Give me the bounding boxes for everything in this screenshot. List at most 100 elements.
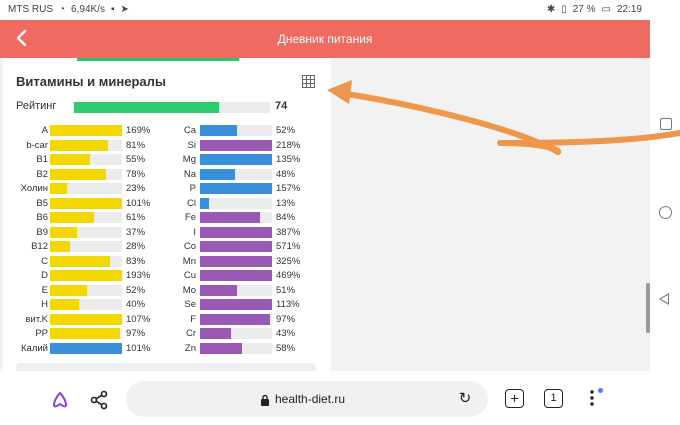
nutrient-bar-fill (200, 197, 210, 209)
nutrient-percent: 97% (276, 313, 296, 325)
address-bar[interactable]: health-diet.ru ↻ (126, 381, 488, 417)
vibrate-icon: ▯ (561, 3, 567, 15)
nutrient-percent: 101% (126, 197, 151, 209)
nutrient-percent: 193% (126, 270, 151, 281)
page-title: Дневник питания (277, 32, 373, 46)
nutrient-percent: 43% (276, 328, 296, 339)
nutrient-name: B12 (31, 241, 48, 252)
menu-icon[interactable] (587, 388, 597, 408)
nutrient-name: P (189, 183, 196, 194)
nutrient-bar (50, 299, 122, 310)
nutrient-name: Mn (182, 255, 196, 267)
new-tab-button[interactable]: + (505, 389, 524, 408)
nutrient-bar-fill (50, 270, 122, 281)
nutrient-bar-fill (50, 241, 71, 252)
nutrient-percent: 469% (276, 270, 301, 281)
nutrient-percent: 52% (126, 284, 146, 296)
nutrient-bar (200, 125, 272, 136)
nutrient-bar (50, 226, 122, 238)
nutrient-bar-fill (50, 226, 77, 238)
nutrient-bar (200, 270, 272, 281)
nutrient-bar-fill (200, 125, 238, 136)
back-arrow-icon[interactable] (10, 26, 32, 50)
nutrient-bar (50, 342, 122, 354)
page-content[interactable]: Витамины и минералы Рейтинг 74 A 169% b-ca… (0, 58, 650, 371)
lock-icon (260, 393, 270, 406)
share-icon[interactable] (89, 390, 109, 410)
rating-bar-fill (74, 102, 220, 113)
browser-toolbar: health-diet.ru ↻ + 1 (0, 371, 650, 425)
nutrient-name: Fe (184, 212, 196, 223)
nutrient-name: C (41, 255, 48, 267)
nutrient-name: I (193, 226, 196, 238)
recents-icon[interactable] (660, 118, 672, 130)
nutrient-bar (50, 212, 122, 223)
nutrient-bar-fill (200, 270, 272, 281)
nutrient-name: Mg (182, 154, 196, 165)
nutrient-bar-fill (50, 313, 122, 325)
nutrient-bar-fill (200, 154, 272, 165)
nutrient-bar (50, 241, 122, 252)
nutrient-percent: 58% (276, 342, 296, 354)
nutrient-percent: 13% (276, 197, 296, 209)
nutrient-percent: 107% (126, 313, 151, 325)
sim-icon: ▪ (110, 3, 115, 15)
battery-icon: ▭ (601, 3, 611, 15)
system-nav-bar (650, 0, 680, 425)
rating-bar (74, 102, 270, 113)
nutrient-name: H (41, 299, 48, 310)
clock: 22:19 (616, 4, 642, 15)
nutrient-percent: 51% (276, 284, 296, 296)
nutrient-percent: 84% (276, 212, 296, 223)
nutrient-bar-fill (50, 299, 79, 310)
page-scrollbar[interactable] (646, 283, 650, 333)
nutrient-bar-fill (50, 328, 120, 339)
nutrient-percent: 169% (126, 125, 151, 136)
nutrient-bar-fill (50, 342, 122, 354)
nutrient-percent: 113% (276, 299, 300, 310)
nutrient-name: Na (183, 168, 196, 180)
nutrient-bar-fill (200, 284, 237, 296)
nutrient-bar (200, 183, 272, 194)
nutrient-percent: 387% (276, 226, 301, 238)
nutrient-name: B6 (36, 212, 48, 223)
nutrient-bar (200, 299, 272, 310)
nutrient-bar (50, 197, 122, 209)
nutrient-bar-fill (200, 241, 272, 252)
nutrient-bar-fill (50, 284, 88, 296)
nutrient-percent: 78% (126, 168, 146, 180)
alice-assistant-icon[interactable] (51, 391, 69, 409)
rating-label: Рейтинг (16, 100, 57, 112)
nutrient-bar (50, 183, 122, 194)
nutrient-percent: 218% (276, 139, 301, 151)
nutrient-bar (50, 255, 122, 267)
nutrient-name: Ca (183, 125, 196, 136)
nutrient-percent: 40% (126, 299, 146, 310)
battery-percent: 27 % (572, 4, 596, 15)
nutrient-bar-fill (50, 125, 122, 136)
nutrient-percent: 325% (276, 255, 301, 267)
nutrient-bar (200, 241, 272, 252)
nutrient-name: A (41, 125, 48, 136)
nutrient-bar-fill (200, 299, 272, 310)
nutrient-name: Se (184, 299, 196, 310)
nutrient-name: PP (35, 328, 48, 339)
nutrient-bar-fill (50, 255, 110, 267)
nutrient-name: Zn (184, 342, 196, 354)
nutrient-name: Cl (187, 197, 196, 209)
nutrient-bar-fill (200, 168, 235, 180)
table-view-icon[interactable] (302, 75, 315, 88)
home-icon[interactable] (659, 206, 672, 219)
nutrient-bar (200, 255, 272, 267)
tab-count-button[interactable]: 1 (544, 389, 563, 408)
nutrient-bar (200, 168, 272, 180)
nutrient-name: B9 (36, 226, 48, 238)
nutrient-percent: 23% (126, 183, 146, 194)
notification-dot (598, 388, 603, 393)
nutrient-bar-fill (50, 197, 122, 209)
reload-icon[interactable]: ↻ (458, 390, 472, 407)
nutrient-bar (200, 197, 272, 209)
nutrient-name: Cr (185, 328, 196, 339)
nutrient-bar (50, 154, 122, 165)
nutrient-percent: 97% (126, 328, 146, 339)
